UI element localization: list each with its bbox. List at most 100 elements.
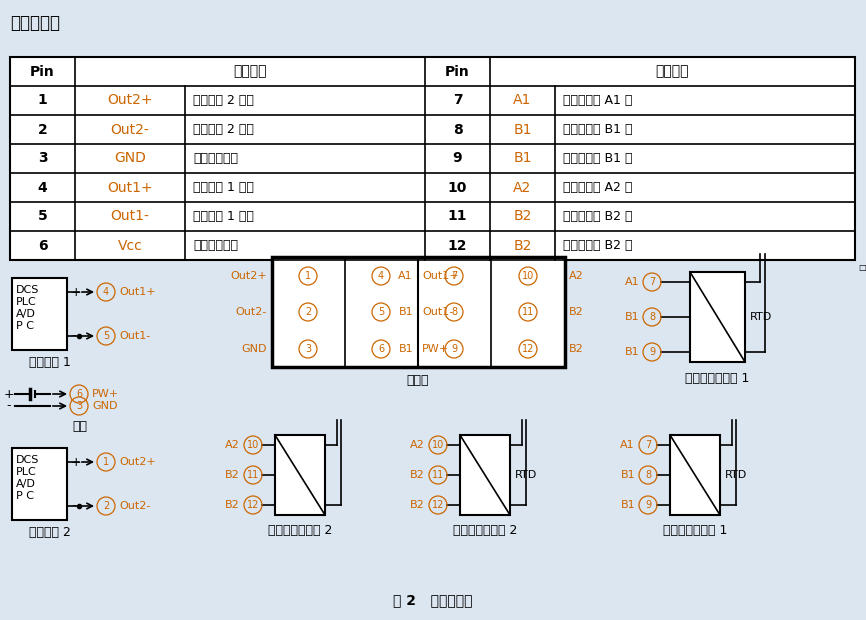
Text: 9: 9 xyxy=(453,151,462,166)
Text: B2: B2 xyxy=(569,307,584,317)
Text: B1: B1 xyxy=(620,470,635,480)
Text: A/D: A/D xyxy=(16,479,36,489)
Text: PW+: PW+ xyxy=(92,389,120,399)
Text: Out1-: Out1- xyxy=(111,210,150,223)
Bar xyxy=(272,257,565,367)
Text: 2: 2 xyxy=(103,501,109,511)
Text: 热电阻输入 B2 端: 热电阻输入 B2 端 xyxy=(563,239,632,252)
Text: B1: B1 xyxy=(514,151,532,166)
Text: Out2-: Out2- xyxy=(111,123,149,136)
Text: 1: 1 xyxy=(305,271,311,281)
Text: 6: 6 xyxy=(38,239,48,252)
Text: Pin: Pin xyxy=(30,64,55,79)
Text: 两线热电阻输入 1: 两线热电阻输入 1 xyxy=(662,525,727,538)
Text: 输出信号 1 正端: 输出信号 1 正端 xyxy=(193,181,254,194)
Text: Vcc: Vcc xyxy=(118,239,142,252)
Text: 12: 12 xyxy=(448,239,468,252)
Text: □: □ xyxy=(858,263,866,272)
Text: 1: 1 xyxy=(37,94,48,107)
Text: A1: A1 xyxy=(514,94,532,107)
Text: 10: 10 xyxy=(522,271,534,281)
Text: 5: 5 xyxy=(378,307,385,317)
Text: 信号输出 2: 信号输出 2 xyxy=(29,526,70,539)
Text: 4: 4 xyxy=(103,287,109,297)
Text: 3: 3 xyxy=(305,344,311,354)
Text: 9: 9 xyxy=(645,500,651,510)
Text: 8: 8 xyxy=(645,470,651,480)
Text: 8: 8 xyxy=(649,312,655,322)
Text: 热电阻输入 B1 端: 热电阻输入 B1 端 xyxy=(563,152,632,165)
Text: 输出信号 2 负端: 输出信号 2 负端 xyxy=(193,123,254,136)
Text: Out2-: Out2- xyxy=(119,501,151,511)
Text: Out1-: Out1- xyxy=(119,331,150,341)
Bar xyxy=(10,57,855,260)
Text: 引脚功能: 引脚功能 xyxy=(656,64,689,79)
Text: 三线热电阻输入 1: 三线热电阻输入 1 xyxy=(685,371,749,384)
Text: A1: A1 xyxy=(625,277,640,287)
Text: A2: A2 xyxy=(410,440,425,450)
Bar xyxy=(12,278,67,350)
Text: A2: A2 xyxy=(514,180,532,195)
Text: Out2+: Out2+ xyxy=(107,94,152,107)
Text: B1: B1 xyxy=(398,344,413,354)
Text: 7: 7 xyxy=(453,94,462,107)
Text: +: + xyxy=(3,388,15,401)
Text: B2: B2 xyxy=(410,470,425,480)
Text: Out1+: Out1+ xyxy=(107,180,152,195)
Text: 10: 10 xyxy=(448,180,467,195)
Text: 热电阻输入 A1 端: 热电阻输入 A1 端 xyxy=(563,94,632,107)
Text: B2: B2 xyxy=(410,500,425,510)
Text: 3: 3 xyxy=(38,151,48,166)
Text: Out1+: Out1+ xyxy=(119,287,156,297)
Text: 12: 12 xyxy=(432,500,444,510)
Text: 引脚功能: 引脚功能 xyxy=(233,64,267,79)
Text: B2: B2 xyxy=(514,239,532,252)
Text: 11: 11 xyxy=(247,470,259,480)
Text: 12: 12 xyxy=(247,500,259,510)
Text: 热电阻输入 B1 端: 热电阻输入 B1 端 xyxy=(563,123,632,136)
Text: 信号输出 1: 信号输出 1 xyxy=(29,355,70,368)
Text: 辅助电源负端: 辅助电源负端 xyxy=(193,152,238,165)
Text: 5: 5 xyxy=(103,331,109,341)
Text: +: + xyxy=(71,456,81,469)
Text: 10: 10 xyxy=(247,440,259,450)
Text: 输出信号 2 正端: 输出信号 2 正端 xyxy=(193,94,254,107)
Text: GND: GND xyxy=(92,401,118,411)
Text: 4: 4 xyxy=(37,180,48,195)
Text: 4: 4 xyxy=(378,271,384,281)
Text: B1: B1 xyxy=(625,312,640,322)
Text: 两线热电阻输入 2: 两线热电阻输入 2 xyxy=(268,525,333,538)
Text: -: - xyxy=(71,500,75,513)
Text: 电源: 电源 xyxy=(73,420,87,433)
Text: 11: 11 xyxy=(448,210,468,223)
Text: Out2-: Out2- xyxy=(236,307,267,317)
Text: B1: B1 xyxy=(620,500,635,510)
Text: 顶视图: 顶视图 xyxy=(407,374,430,388)
Text: 1: 1 xyxy=(103,457,109,467)
Text: 热电阻输入 A2 端: 热电阻输入 A2 端 xyxy=(563,181,632,194)
Text: 9: 9 xyxy=(649,347,655,357)
Text: P C: P C xyxy=(16,491,34,501)
Text: 辅助电源正端: 辅助电源正端 xyxy=(193,239,238,252)
Text: RTD: RTD xyxy=(725,470,747,480)
Text: RTD: RTD xyxy=(515,470,537,480)
Text: 输出信号 1 负端: 输出信号 1 负端 xyxy=(193,210,254,223)
Text: 图 2   模块接线图: 图 2 模块接线图 xyxy=(393,593,473,607)
Bar xyxy=(460,435,510,515)
Text: 热电阻输入 B2 端: 热电阻输入 B2 端 xyxy=(563,210,632,223)
Text: DCS: DCS xyxy=(16,285,39,295)
Text: GND: GND xyxy=(114,151,146,166)
Text: 5: 5 xyxy=(37,210,48,223)
Text: B2: B2 xyxy=(225,470,240,480)
Text: 12: 12 xyxy=(522,344,534,354)
Text: PLC: PLC xyxy=(16,467,36,477)
Text: A2: A2 xyxy=(569,271,584,281)
Text: 10: 10 xyxy=(432,440,444,450)
Text: Out2+: Out2+ xyxy=(230,271,267,281)
Text: A1: A1 xyxy=(398,271,413,281)
Text: B1: B1 xyxy=(514,123,532,136)
Text: B1: B1 xyxy=(625,347,640,357)
Text: Pin: Pin xyxy=(445,64,470,79)
Text: +: + xyxy=(71,285,81,298)
Text: 三线热电阻输入 2: 三线热电阻输入 2 xyxy=(453,525,517,538)
